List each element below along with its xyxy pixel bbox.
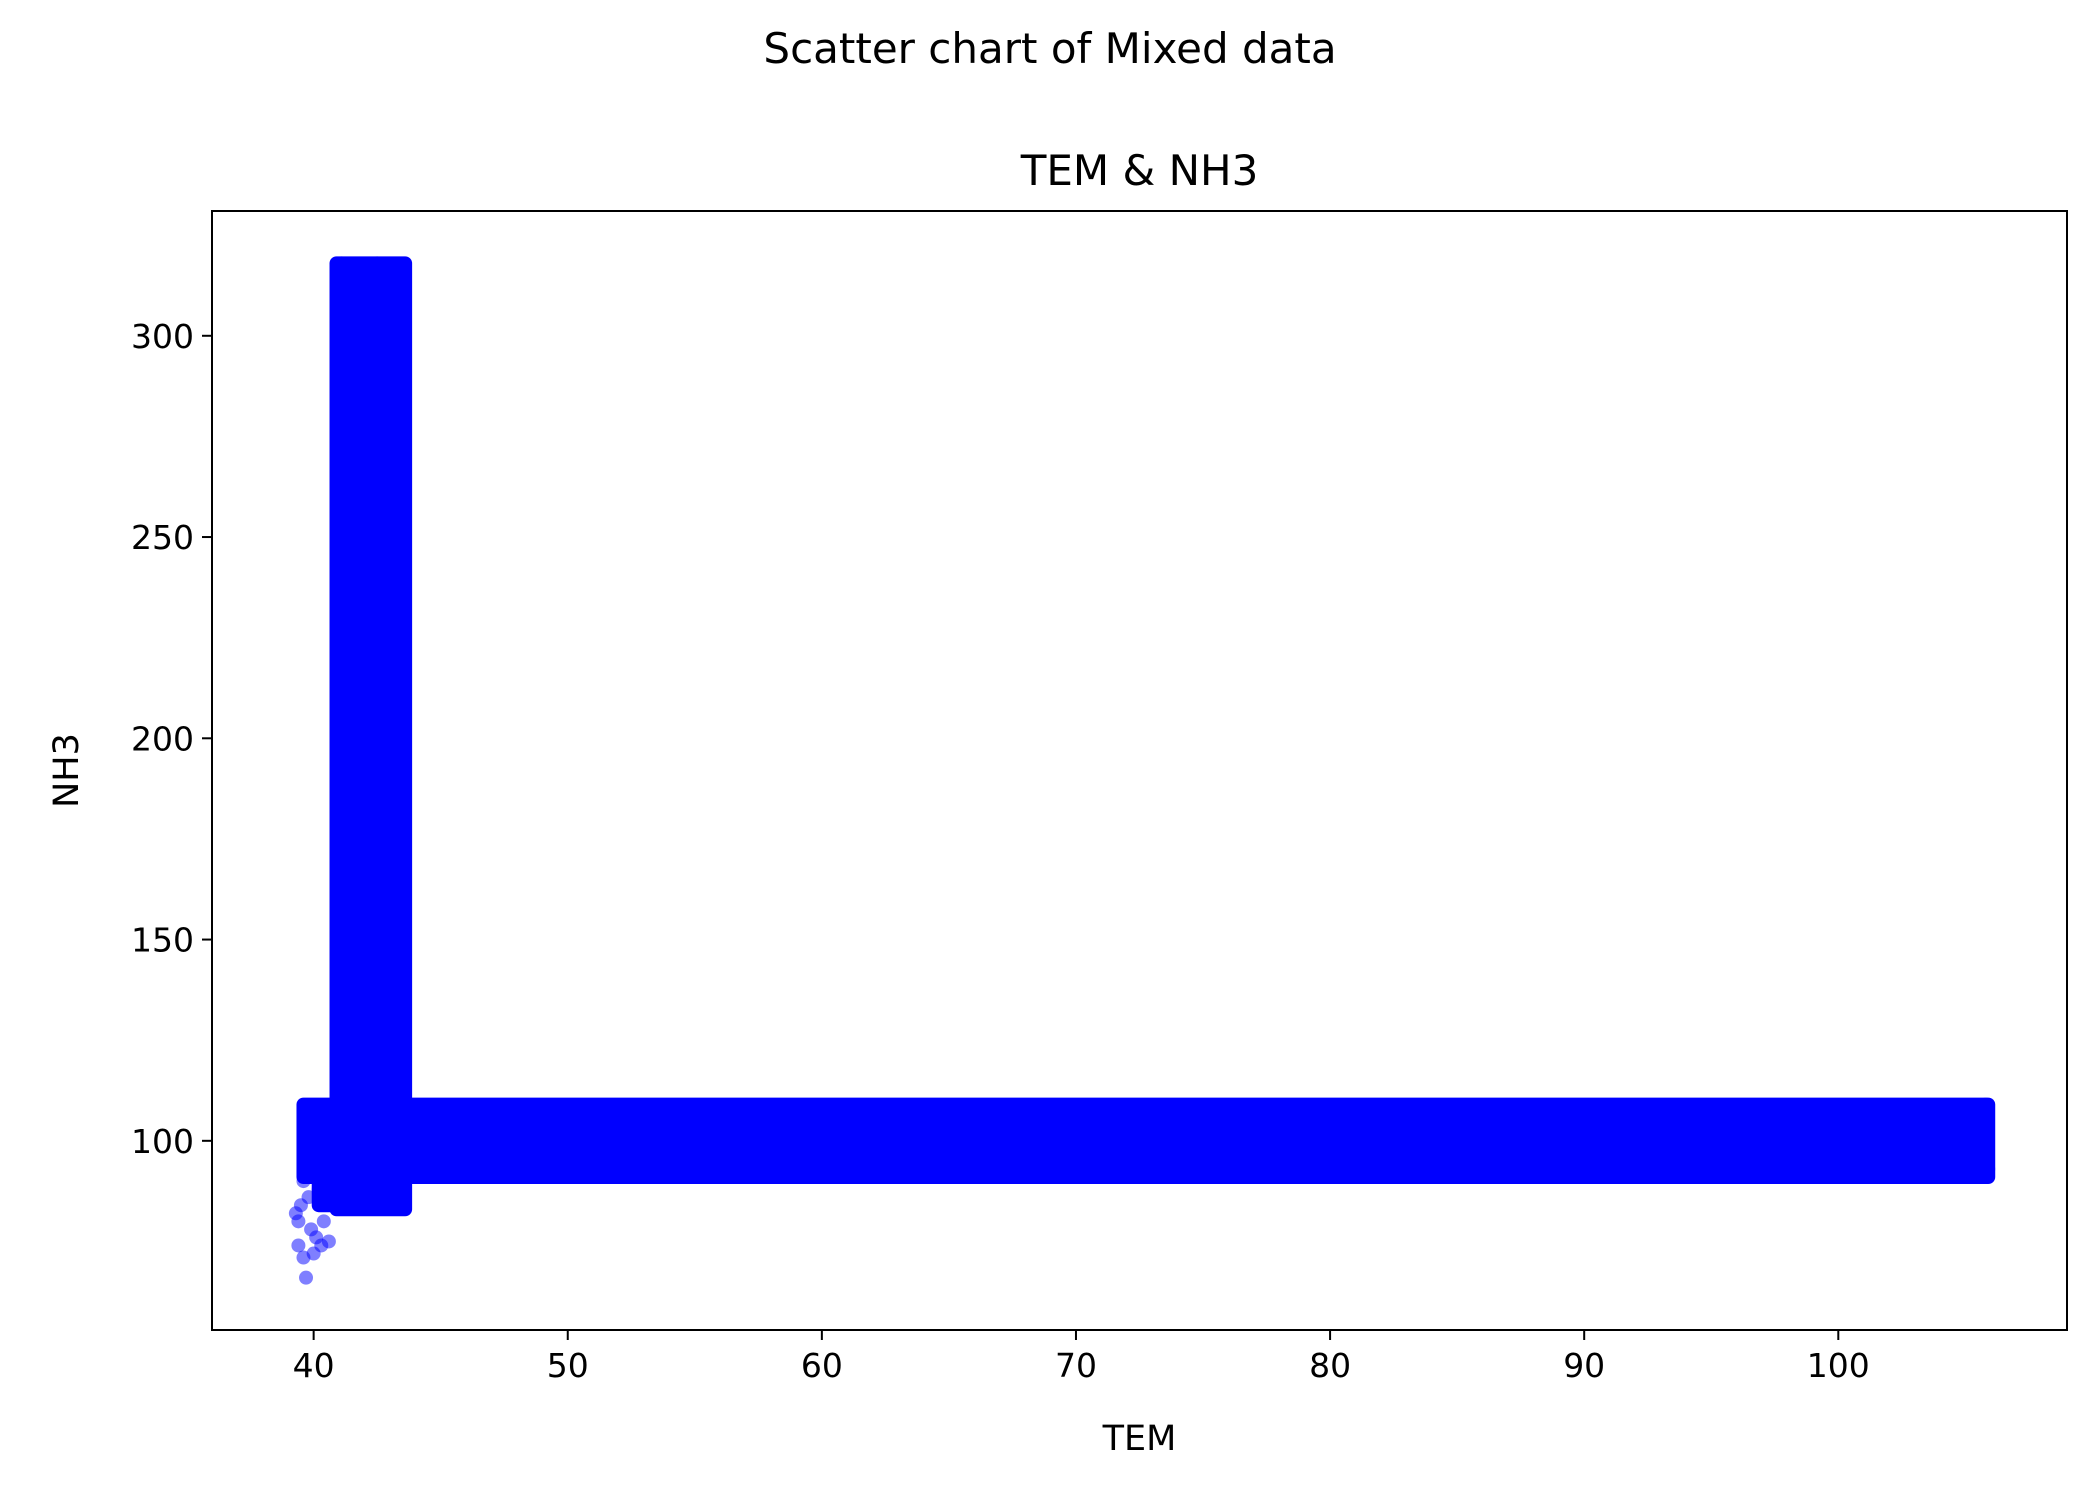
axes-frame: [211, 210, 2068, 1331]
y-tick-label: 150: [131, 921, 194, 960]
x-tick-label: 60: [801, 1346, 843, 1385]
data-point: [1978, 1097, 1993, 1112]
data-point: [395, 264, 410, 279]
data-point: [311, 1182, 326, 1197]
data-point: [1981, 1161, 1996, 1176]
data-points: [288, 256, 1996, 1285]
x-axis: 40 50 60 70 80 90 100: [293, 1330, 1870, 1385]
y-tick-label: 200: [131, 719, 194, 758]
data-point-cluster: [329, 256, 413, 1217]
data-point: [370, 256, 385, 271]
y-axis-label: NH3: [47, 733, 87, 808]
data-point-cluster: [296, 1097, 1996, 1185]
data-point: [291, 1214, 306, 1229]
data-point: [316, 1214, 331, 1229]
x-tick-label: 70: [1055, 1346, 1097, 1385]
y-tick-label: 300: [131, 317, 194, 356]
data-point: [321, 1234, 336, 1249]
data-point: [291, 1238, 306, 1253]
figure-suptitle: Scatter chart of Mixed data: [763, 24, 1337, 73]
x-tick-label: 90: [1563, 1346, 1605, 1385]
data-point-cluster: [311, 1133, 352, 1213]
data-point: [347, 260, 362, 275]
x-tick-label: 80: [1309, 1346, 1351, 1385]
y-tick-label: 100: [131, 1122, 194, 1161]
y-axis: 100 150 200 250 300: [131, 317, 212, 1161]
y-tick-label: 250: [131, 518, 194, 557]
data-point: [334, 256, 349, 271]
x-tick-label: 50: [547, 1346, 589, 1385]
chart-title: TEM & NH3: [1020, 146, 1259, 195]
x-axis-label: TEM: [1102, 1419, 1177, 1459]
x-tick-label: 100: [1807, 1346, 1870, 1385]
x-tick-label: 40: [293, 1346, 335, 1385]
data-point: [296, 1174, 311, 1189]
data-point: [301, 1190, 316, 1205]
data-point: [301, 1101, 316, 1116]
data-point: [299, 1270, 314, 1285]
